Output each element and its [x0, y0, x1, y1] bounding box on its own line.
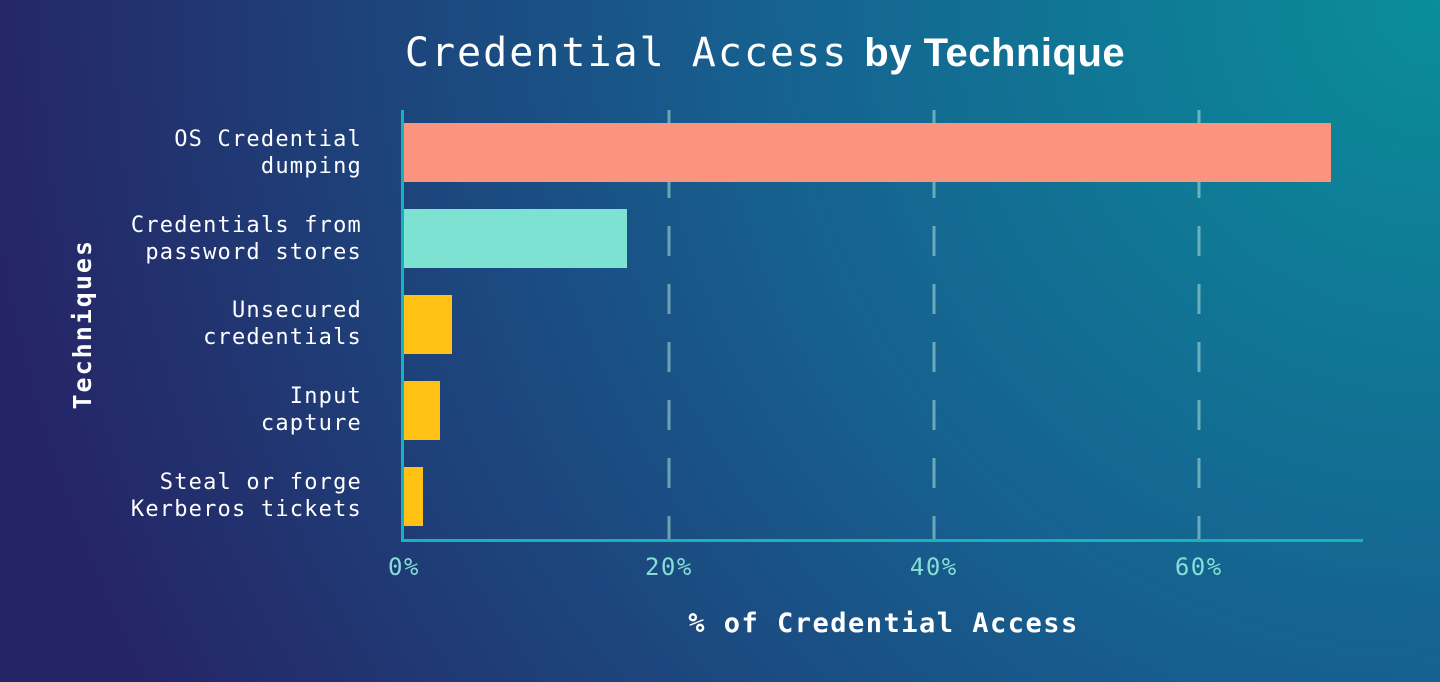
category-label-credentials-from-password-stores: Credentials from password stores [0, 196, 362, 282]
x-axis-title: % of Credential Access [688, 608, 1079, 639]
gridline-40 [932, 110, 936, 539]
x-axis-ticks: 0% 20% 40% 60% [388, 553, 1363, 583]
bar-credentials-from-password-stores [404, 209, 627, 269]
gridline-60 [1197, 110, 1201, 539]
x-tick-20: 20% [644, 553, 693, 581]
chart-title-bold: by Technique [864, 31, 1126, 75]
category-labels: OS Credential dumping Credentials from pass… [0, 110, 362, 539]
category-label-line: capture [260, 411, 362, 437]
category-label-steal-or-forge-kerberos-tickets: Steal or forge Kerberos tickets [0, 453, 362, 539]
bar-unsecured-credentials [404, 295, 452, 354]
x-tick-0: 0% [388, 553, 420, 581]
category-label-unsecured-credentials: Unsecured credentials [0, 282, 362, 368]
category-label-line: Steal or forge [159, 470, 362, 496]
category-label-line: password stores [145, 239, 362, 265]
category-label-line: dumping [260, 153, 362, 179]
category-label-line: OS Credential [174, 126, 362, 152]
category-label-line: Input [289, 384, 362, 410]
x-tick-60: 60% [1174, 553, 1223, 581]
category-label-line: Credentials from [130, 212, 362, 238]
bar-steal-or-forge-kerberos-tickets [404, 466, 423, 526]
category-label-line: Unsecured [231, 298, 362, 324]
x-axis-line [401, 539, 1363, 542]
gridline-20 [667, 110, 671, 539]
chart-title-regular: Credential Access [404, 30, 849, 76]
category-label-line: Kerberos tickets [130, 497, 362, 523]
category-label-os-credential-dumping: OS Credential dumping [0, 110, 362, 196]
x-tick-40: 40% [909, 553, 958, 581]
bar-input-capture [404, 380, 440, 440]
plot-area [401, 110, 1363, 542]
category-label-line: credentials [203, 325, 362, 351]
chart-title: Credential Access by Technique [90, 30, 1440, 76]
bar-os-credential-dumping [404, 123, 1332, 183]
category-label-input-capture: Input capture [0, 367, 362, 453]
y-axis-line [401, 110, 404, 539]
